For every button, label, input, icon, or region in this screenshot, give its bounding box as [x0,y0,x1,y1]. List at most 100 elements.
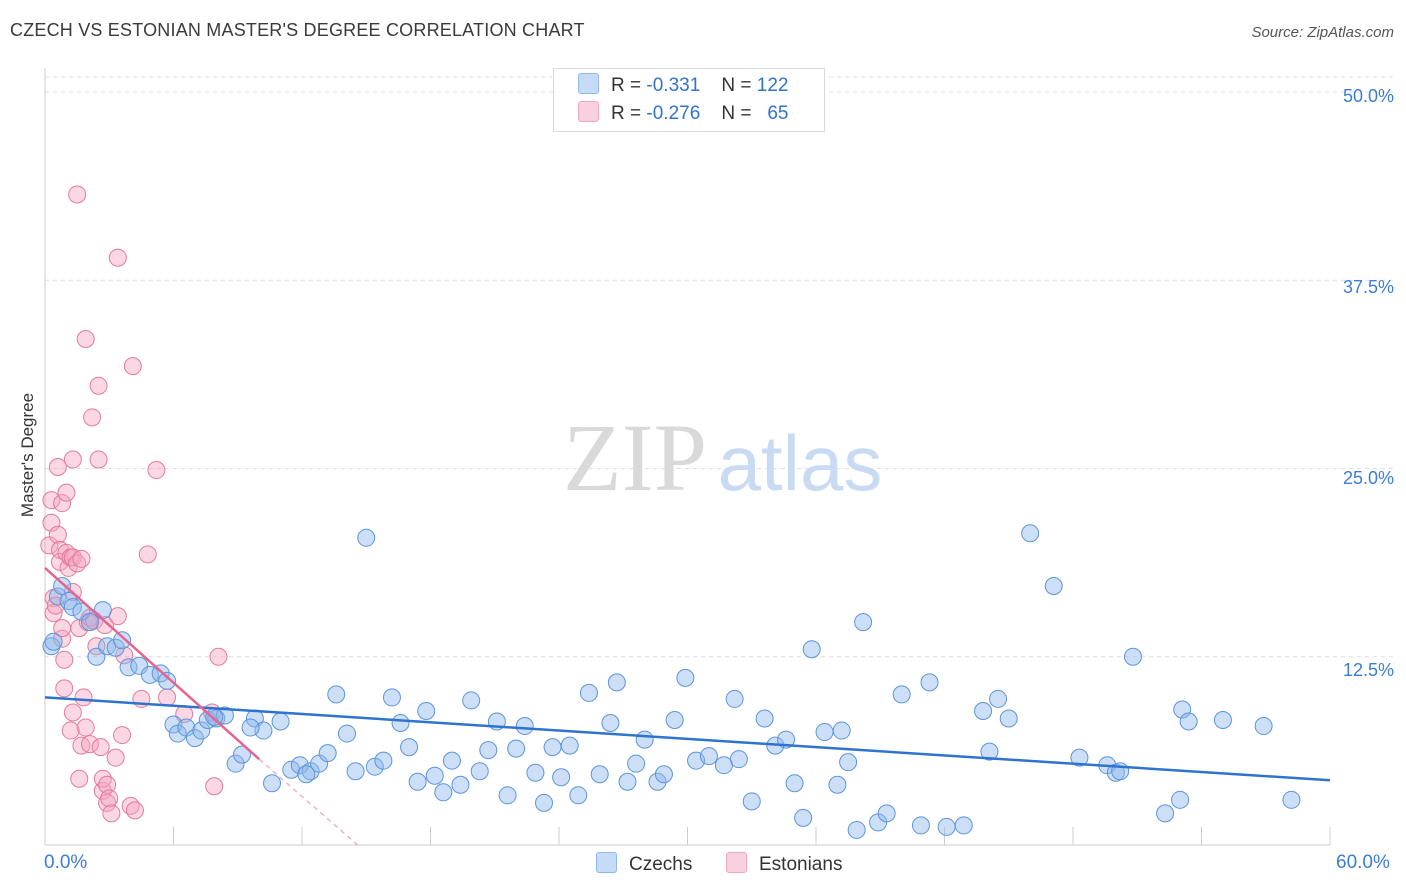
czechs-point-115 [1282,790,1301,809]
czechs-point-43 [391,714,410,733]
estonians-point-16 [57,483,76,502]
czechs-point-110 [1123,647,1142,666]
estonians-point-60 [158,688,177,707]
czechs-point-53 [479,741,498,760]
czechs-point-45 [408,772,427,791]
czechs-point-61 [552,768,571,787]
czechs-point-94 [877,804,896,823]
czechs-point-32 [290,756,309,775]
czechs-point-30 [271,712,290,731]
estonians-n-label: N = [721,103,752,124]
estonians-swatch [578,101,599,122]
czechs-point-80 [742,792,761,811]
legend-row-czechs: R = -0.331 N = 122 [578,73,788,99]
czechs-point-35 [318,744,337,763]
czechs-point-58 [526,763,545,782]
czechs-point-98 [937,817,956,836]
czechs-point-96 [911,816,930,835]
czechs-point-84 [785,774,804,793]
czechs-point-76 [699,747,718,766]
czechs-point-99 [954,816,973,835]
czechs-point-38 [346,762,365,781]
czechs-point-0 [42,637,61,656]
czechs-swatch [578,73,599,94]
czechs-point-90 [839,753,858,772]
czechs-point-56 [507,739,526,758]
estonians-point-29 [72,549,91,568]
czechs-point-97 [920,673,939,692]
estonians-point-30 [74,688,93,707]
estonians-point-44 [95,616,114,635]
estonians-point-24 [68,185,87,204]
czechs-point-121 [297,765,316,784]
estonians-point-47 [100,789,119,808]
czechs-point-2 [53,576,72,595]
estonians-trend-extension [258,758,359,846]
trend-lines [44,566,1331,846]
legend-czechs[interactable]: Czechs [596,852,692,876]
estonians-point-36 [83,408,102,427]
legend-row-estonians: R = -0.276 N = 65 [578,101,788,127]
czechs-point-77 [714,756,733,775]
watermark-atlas: atlas [718,419,883,507]
czechs-point-102 [989,689,1008,708]
czechs-point-104 [1021,524,1040,543]
czechs-point-39 [357,528,376,547]
czechs-point-48 [434,783,453,802]
czechs-point-68 [618,772,637,791]
estonians-point-49 [106,748,125,767]
czechs-point-41 [374,751,393,770]
czechs-point-70 [635,730,654,749]
czechs-point-51 [462,691,481,710]
estonians-point-51 [108,607,127,626]
estonians-point-55 [123,357,142,376]
czechs-point-65 [590,765,609,784]
legend-czechs-label: Czechs [629,854,693,875]
czechs-point-44 [400,738,419,757]
czechs-r-label: R = [611,75,642,96]
legend-estonians-label: Estonians [759,854,843,875]
czechs-r-value: -0.331 [646,75,701,96]
czechs-point-31 [282,760,301,779]
czechs-point-29 [263,774,282,793]
czechs-point-101 [980,742,999,761]
czechs-point-87 [815,723,834,742]
watermark-zip: ZIP [563,404,707,511]
czechs-point-57 [515,717,534,736]
czechs-n-label: N = [721,75,752,96]
czechs-point-16 [158,671,177,690]
estonians-trend-line [44,566,260,761]
y-tick-25: 25.0% [1342,468,1394,488]
estonians-point-1 [42,491,61,510]
czechs-point-49 [442,751,461,770]
czechs-point-26 [233,745,252,764]
y-tick-50: 50.0% [1342,86,1394,106]
legend-estonians[interactable]: Estonians [726,852,842,876]
chart-source: Source: ZipAtlas.com [1251,24,1394,41]
czechs-point-36 [327,685,346,704]
estonians-point-59 [147,461,166,480]
czechs-point-62 [560,736,579,755]
estonians-point-50 [108,248,127,267]
czechs-point-117 [1254,717,1273,736]
czechs-point-86 [802,640,821,659]
czechs-point-116 [1213,711,1232,730]
czechs-point-21 [192,721,211,740]
y-tick-12-5: 12.5% [1342,660,1394,680]
czechs-point-50 [451,775,470,794]
czechs-point-111 [1156,804,1175,823]
czechs-point-78 [725,689,744,708]
czechs-point-103 [999,709,1018,728]
czechs-point-1 [48,587,67,606]
czechs-point-15 [151,664,170,683]
estonians-point-4 [44,604,63,623]
czechs-point-66 [601,714,620,733]
czechs-point-60 [543,738,562,757]
czechs-point-67 [607,673,626,692]
estonians-point-63 [205,777,224,796]
czechs-point-71 [648,772,667,791]
estonians-point-39 [89,376,108,395]
czechs-point-37 [337,724,356,743]
czechs-n-value: 122 [756,75,789,96]
czechs-point-46 [417,701,436,720]
